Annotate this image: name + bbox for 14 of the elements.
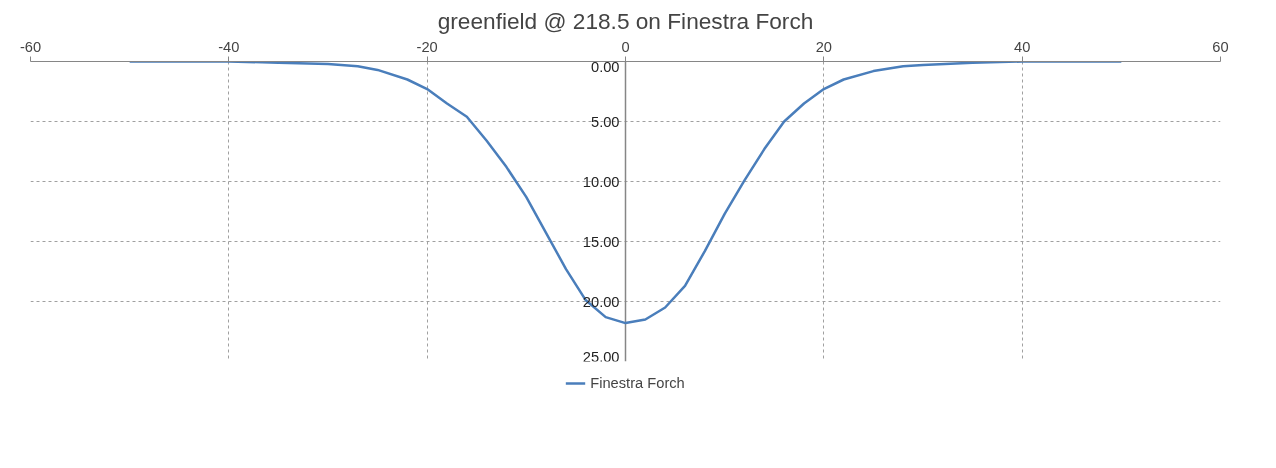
x-tick-label: -60 (19, 38, 42, 55)
chart-title: greenfield @ 218.5 on Finestra Forch (437, 7, 814, 34)
x-tick-label: -40 (218, 38, 240, 55)
x-tick-label: 0 (621, 38, 630, 55)
x-tick-label: 20 (815, 38, 832, 55)
x-tick-label: 60 (1212, 38, 1229, 55)
y-tick-label: 10.00 (582, 173, 620, 190)
y-tick-label: 25.00 (582, 348, 620, 365)
legend-label: Finestra Forch (590, 375, 685, 391)
x-tick-label: -20 (416, 38, 438, 55)
y-tick-label: 5.00 (590, 113, 620, 130)
y-tick-label: 0.00 (590, 58, 620, 75)
y-tick-label: 15.00 (582, 233, 620, 250)
x-tick-label: 40 (1014, 38, 1031, 55)
